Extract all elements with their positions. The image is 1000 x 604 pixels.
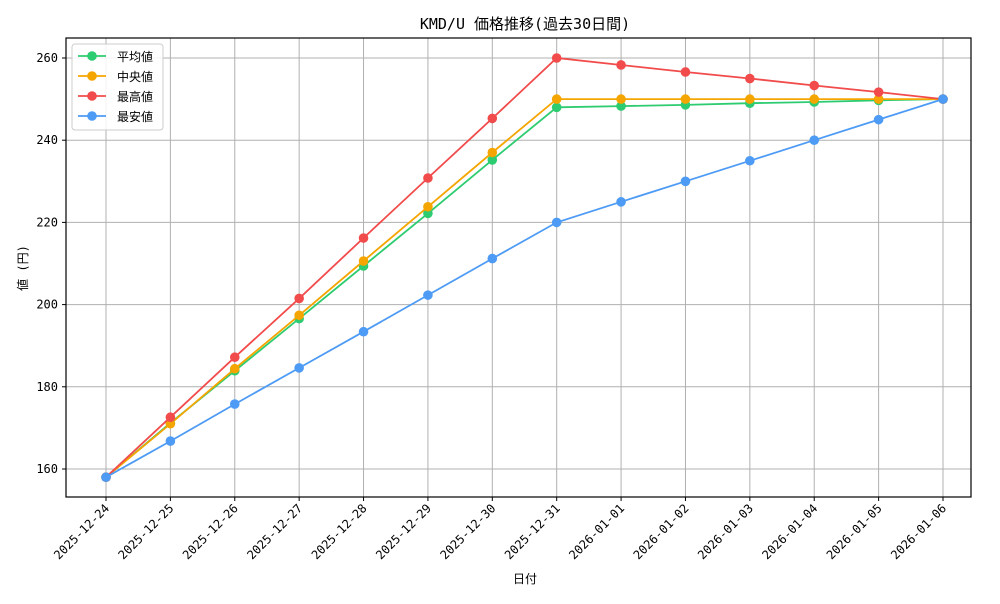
data-point-marker: [873, 114, 884, 125]
data-point-marker: [809, 80, 820, 91]
data-point-marker: [423, 208, 433, 219]
y-axis-label: 値 (円): [15, 245, 30, 291]
data-point-marker: [101, 472, 111, 483]
data-point-marker: [423, 201, 433, 212]
legend-label: 中央値: [117, 69, 153, 84]
legend-box: [71, 43, 164, 131]
legend-item: 平均値: [78, 49, 153, 64]
data-point-marker: [294, 293, 304, 304]
data-point-marker: [809, 135, 820, 145]
y-tick-label: 240: [36, 133, 58, 147]
data-point-marker: [616, 197, 626, 207]
data-point-marker: [487, 147, 498, 158]
data-point-marker: [616, 94, 626, 104]
data-point-marker: [551, 102, 562, 113]
data-point-marker: [229, 399, 240, 409]
y-tick-label: 200: [36, 298, 58, 312]
legend-label: 平均値: [117, 49, 153, 64]
series-line: [105, 98, 944, 478]
legend-item: 最安値: [78, 109, 153, 124]
data-point-marker: [616, 60, 626, 70]
series-line: [105, 57, 944, 478]
legend-item: 最高値: [78, 89, 153, 104]
data-point-marker: [165, 412, 176, 423]
data-point-marker: [294, 363, 304, 373]
y-tick-label: 180: [36, 380, 58, 394]
data-point-marker: [680, 176, 691, 187]
data-point-marker: [616, 101, 626, 111]
data-point-marker: [487, 155, 498, 165]
series-line: [105, 98, 944, 478]
legend-label: 最安値: [117, 109, 153, 124]
data-point-marker: [680, 67, 691, 77]
data-point-marker: [873, 94, 884, 104]
data-point-marker: [551, 53, 562, 63]
data-point-marker: [165, 418, 176, 429]
y-tick-label: 220: [36, 215, 58, 229]
data-point-marker: [745, 155, 755, 166]
y-tick-label: 160: [36, 462, 58, 476]
x-axis-label: 日付: [513, 572, 537, 586]
plot-frame: [65, 37, 972, 498]
data-point-marker: [745, 94, 755, 104]
data-point-marker: [809, 94, 820, 104]
data-point-marker: [165, 436, 176, 446]
series-line: [105, 98, 943, 478]
data-point-marker: [229, 352, 240, 363]
legend-marker-icon: [87, 111, 97, 121]
data-point-marker: [938, 94, 948, 104]
legend-label: 最高値: [117, 89, 153, 104]
data-point-marker: [745, 73, 755, 84]
y-tick-label: 260: [36, 51, 58, 65]
series-3: [101, 94, 948, 483]
data-point-marker: [551, 94, 562, 104]
data-point-marker: [680, 94, 691, 104]
data-point-marker: [487, 253, 498, 264]
data-point-marker: [358, 326, 369, 337]
data-point-marker: [358, 256, 369, 266]
data-point-marker: [423, 173, 433, 183]
y-axis: 160 180 200 220 240 260: [36, 51, 66, 476]
data-point-marker: [358, 233, 369, 243]
legend-marker-icon: [87, 91, 97, 101]
data-point-marker: [229, 363, 240, 374]
data-point-marker: [487, 113, 498, 124]
series-lines: [101, 53, 948, 483]
data-point-marker: [294, 310, 304, 321]
data-point-marker: [423, 290, 433, 300]
data-point-marker: [551, 217, 562, 228]
legend-item: 中央値: [78, 69, 153, 84]
chart-title: KMD/U 価格推移(過去30日間): [420, 15, 630, 33]
data-point-marker: [873, 87, 884, 97]
legend-marker-icon: [87, 51, 97, 61]
legend-marker-icon: [87, 71, 97, 81]
